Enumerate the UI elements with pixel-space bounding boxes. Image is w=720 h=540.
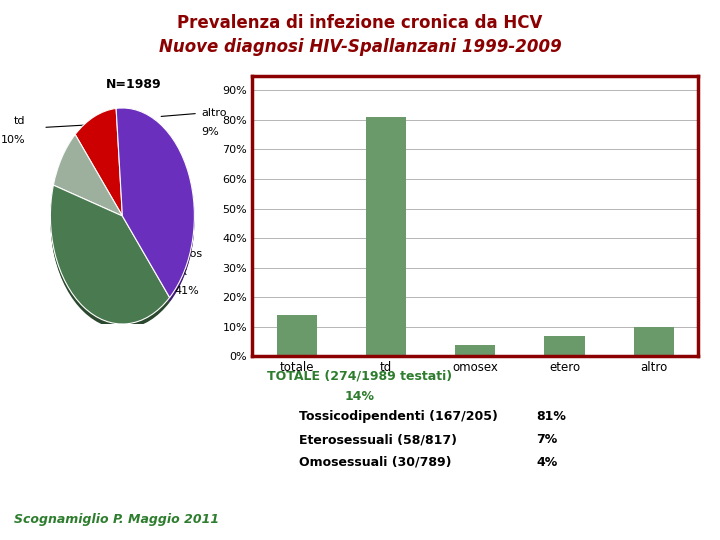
Wedge shape — [50, 185, 170, 324]
Bar — [544, 336, 585, 356]
Wedge shape — [116, 110, 194, 300]
Text: etros: etros — [174, 249, 202, 259]
Text: altro: altro — [202, 109, 227, 118]
Wedge shape — [50, 187, 170, 326]
Bar — [634, 327, 674, 356]
Wedge shape — [75, 110, 122, 217]
Text: Tossicodipendenti (167/205): Tossicodipendenti (167/205) — [299, 410, 498, 423]
Text: msm: msm — [81, 204, 114, 217]
Text: Nuove diagnosi HIV-Spallanzani 1999-2009: Nuove diagnosi HIV-Spallanzani 1999-2009 — [158, 38, 562, 56]
Wedge shape — [75, 109, 122, 216]
Text: Eterosessuali (58/817): Eterosessuali (58/817) — [299, 433, 456, 446]
Wedge shape — [75, 112, 122, 220]
Text: Scognamiglio P. Maggio 2011: Scognamiglio P. Maggio 2011 — [14, 514, 220, 526]
Bar — [366, 117, 406, 356]
Text: Prevalenza di infezione cronica da HCV: Prevalenza di infezione cronica da HCV — [177, 14, 543, 31]
Wedge shape — [75, 109, 122, 216]
Wedge shape — [50, 190, 170, 329]
Text: td: td — [14, 116, 25, 126]
Text: 9%: 9% — [202, 127, 220, 137]
Wedge shape — [53, 136, 122, 217]
Wedge shape — [116, 108, 194, 298]
Wedge shape — [53, 137, 122, 218]
Text: ex: ex — [174, 267, 187, 277]
Wedge shape — [50, 188, 170, 328]
Wedge shape — [50, 186, 170, 325]
Text: 40%: 40% — [82, 229, 112, 242]
Text: N=1989: N=1989 — [105, 78, 161, 91]
Wedge shape — [116, 112, 194, 301]
Text: TOTALE (274/1989 testati): TOTALE (274/1989 testati) — [267, 370, 453, 383]
Wedge shape — [53, 139, 122, 221]
Wedge shape — [75, 111, 122, 218]
Wedge shape — [53, 138, 122, 220]
Text: 10%: 10% — [1, 136, 25, 145]
Bar — [455, 345, 495, 356]
Wedge shape — [50, 185, 170, 324]
Wedge shape — [116, 108, 194, 298]
Wedge shape — [53, 134, 122, 216]
Text: Omosessuali (30/789): Omosessuali (30/789) — [299, 456, 451, 469]
Text: 14%: 14% — [345, 390, 375, 403]
Wedge shape — [116, 109, 194, 299]
Wedge shape — [75, 113, 122, 221]
Text: 81%: 81% — [536, 410, 566, 423]
Text: 7%: 7% — [536, 433, 558, 446]
Text: 4%: 4% — [536, 456, 558, 469]
Wedge shape — [53, 134, 122, 216]
Bar — [276, 315, 317, 356]
Wedge shape — [116, 113, 194, 302]
Text: 41%: 41% — [174, 286, 199, 295]
